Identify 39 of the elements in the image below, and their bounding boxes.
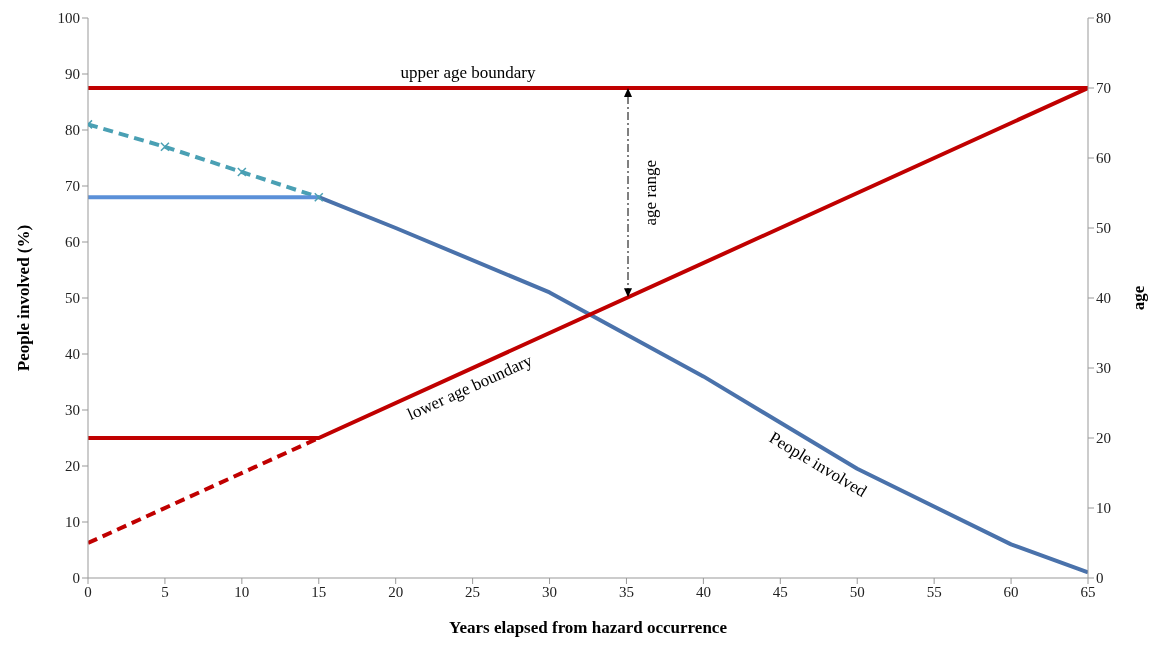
- y2-tick-label: 70: [1096, 80, 1111, 97]
- x-tick-label: 5: [161, 583, 169, 600]
- y2-tick-label: 10: [1096, 500, 1111, 517]
- y2-tick-label: 0: [1096, 570, 1104, 587]
- y-tick-label: 90: [65, 66, 80, 83]
- y-tick-label: 10: [65, 514, 80, 531]
- x-tick-label: 25: [465, 583, 481, 600]
- x-tick-label: 30: [542, 583, 558, 600]
- y-tick-label: 50: [65, 290, 80, 307]
- y-tick-label: 70: [65, 178, 80, 195]
- x-tick-label: 10: [234, 583, 250, 600]
- x-tick-label: 55: [926, 583, 942, 600]
- y-tick-label: 40: [65, 346, 80, 363]
- y2-tick-label: 40: [1096, 290, 1111, 307]
- y2-tick-label: 60: [1096, 150, 1111, 167]
- y2-tick-label: 50: [1096, 220, 1111, 237]
- y2-tick-label: 80: [1096, 10, 1111, 27]
- x-tick-label: 20: [388, 583, 404, 600]
- y-tick-label: 100: [57, 10, 80, 27]
- x-tick-label: 15: [311, 583, 327, 600]
- y2-tick-label: 20: [1096, 430, 1111, 447]
- x-tick-label: 50: [849, 583, 865, 600]
- x-tick-label: 0: [84, 583, 92, 600]
- series-label: upper age boundary: [400, 62, 536, 82]
- x-tick-label: 45: [772, 583, 788, 600]
- x-tick-label: 65: [1080, 583, 1096, 600]
- y-tick-label: 60: [65, 234, 80, 251]
- y-tick-label: 0: [72, 570, 80, 587]
- x-tick-label: 40: [695, 583, 711, 600]
- y-tick-label: 80: [65, 122, 80, 139]
- y-tick-label: 20: [65, 458, 80, 475]
- x-tick-label: 60: [1003, 583, 1019, 600]
- y2-tick-label: 30: [1096, 360, 1111, 377]
- y-tick-label: 30: [65, 402, 80, 419]
- y-axis-title: People involved (%): [14, 224, 34, 372]
- x-axis-title: Years elapsed from hazard occurrence: [449, 618, 728, 637]
- y2-axis-title: age: [1129, 285, 1149, 311]
- x-tick-label: 35: [618, 583, 634, 600]
- annotation: age range: [640, 159, 660, 226]
